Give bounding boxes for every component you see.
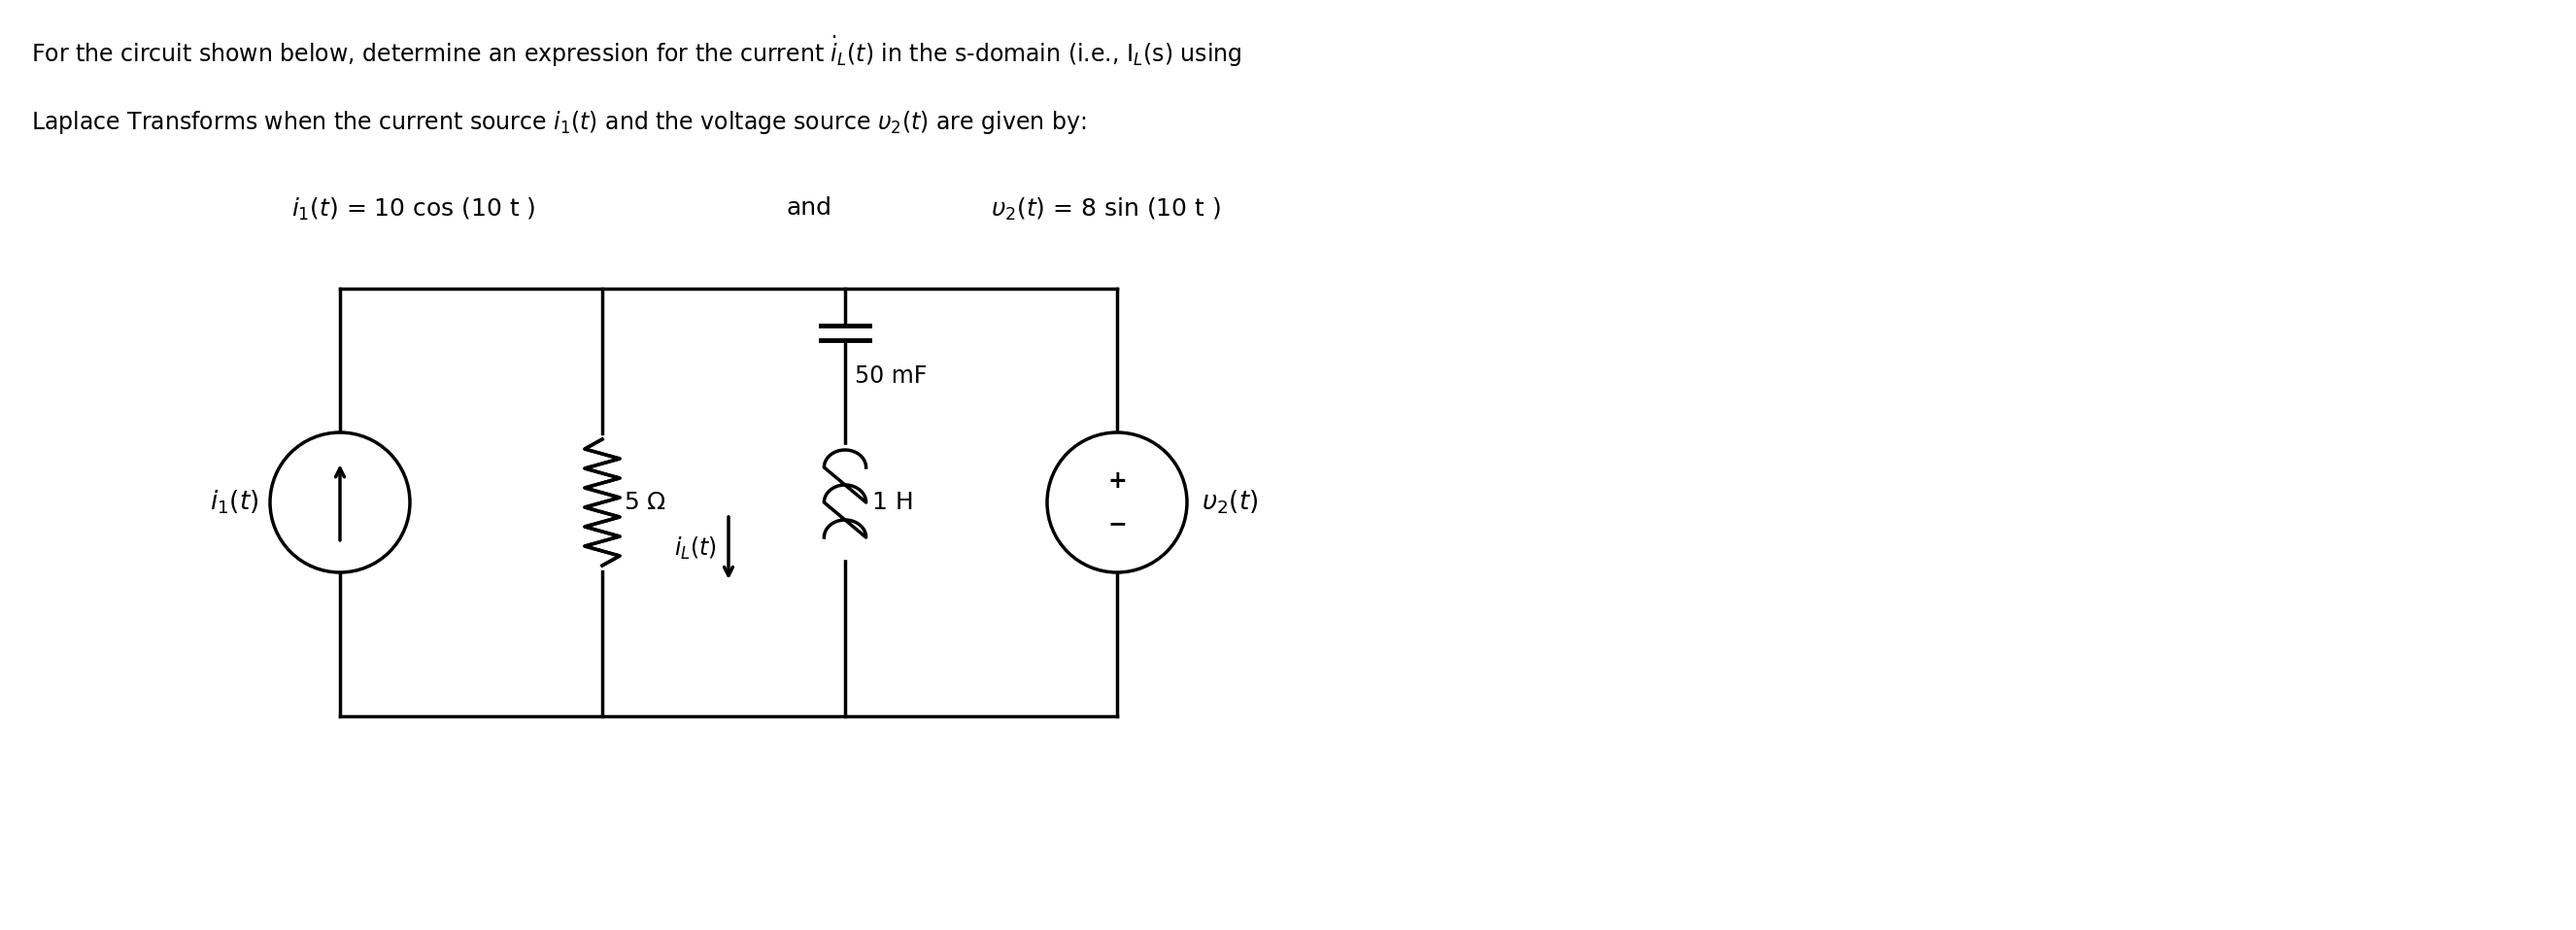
Circle shape [270,432,410,572]
Text: $\upsilon_2(t)$: $\upsilon_2(t)$ [1200,488,1257,516]
Text: and: and [786,196,832,219]
Text: −: − [1108,512,1126,536]
Text: $\upsilon_2(t)$ = 8 sin (10 t ): $\upsilon_2(t)$ = 8 sin (10 t ) [992,196,1221,222]
Text: +: + [1108,470,1126,493]
Text: For the circuit shown below, determine an expression for the current $\mathit{\d: For the circuit shown below, determine a… [31,34,1242,69]
Text: $\mathit{i}_1(t)$: $\mathit{i}_1(t)$ [209,488,258,516]
Text: 50 mF: 50 mF [855,364,927,387]
Text: 5 $\Omega$: 5 $\Omega$ [623,491,667,514]
Text: $\mathit{i}_L(t)$: $\mathit{i}_L(t)$ [675,535,716,562]
Circle shape [1046,432,1188,572]
Text: Laplace Transforms when the current source $\mathit{i}_1(t)$ and the voltage sou: Laplace Transforms when the current sour… [31,109,1087,136]
Text: $\mathit{i}_1(t)$ = 10 cos (10 t ): $\mathit{i}_1(t)$ = 10 cos (10 t ) [291,196,536,222]
Text: 1 H: 1 H [873,491,914,514]
